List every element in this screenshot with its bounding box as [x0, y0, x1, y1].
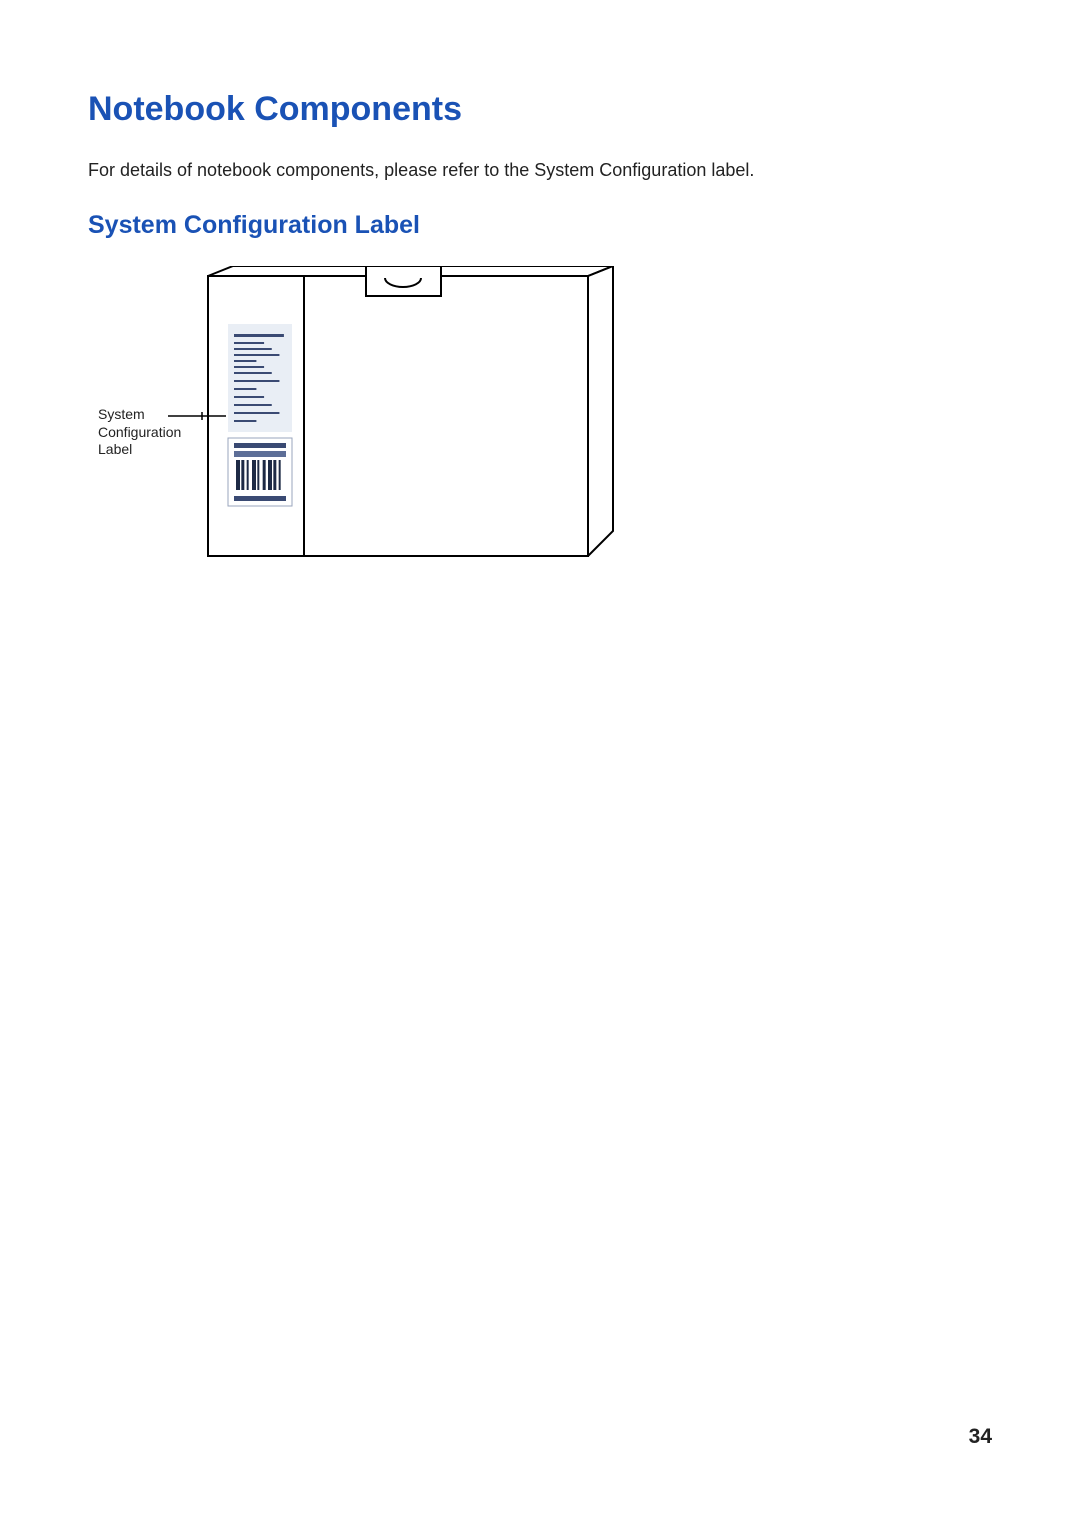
heading-main: Notebook Components [88, 90, 992, 129]
diagram-figure: SystemConfigurationLabel [98, 266, 658, 586]
page-container: Notebook Components For details of noteb… [0, 0, 1080, 1527]
intro-paragraph: For details of notebook components, plea… [88, 157, 992, 183]
page-number: 34 [969, 1425, 992, 1449]
heading-sub: System Configuration Label [88, 211, 992, 240]
callout-label: SystemConfigurationLabel [98, 406, 200, 459]
callout-text: SystemConfigurationLabel [98, 406, 181, 457]
